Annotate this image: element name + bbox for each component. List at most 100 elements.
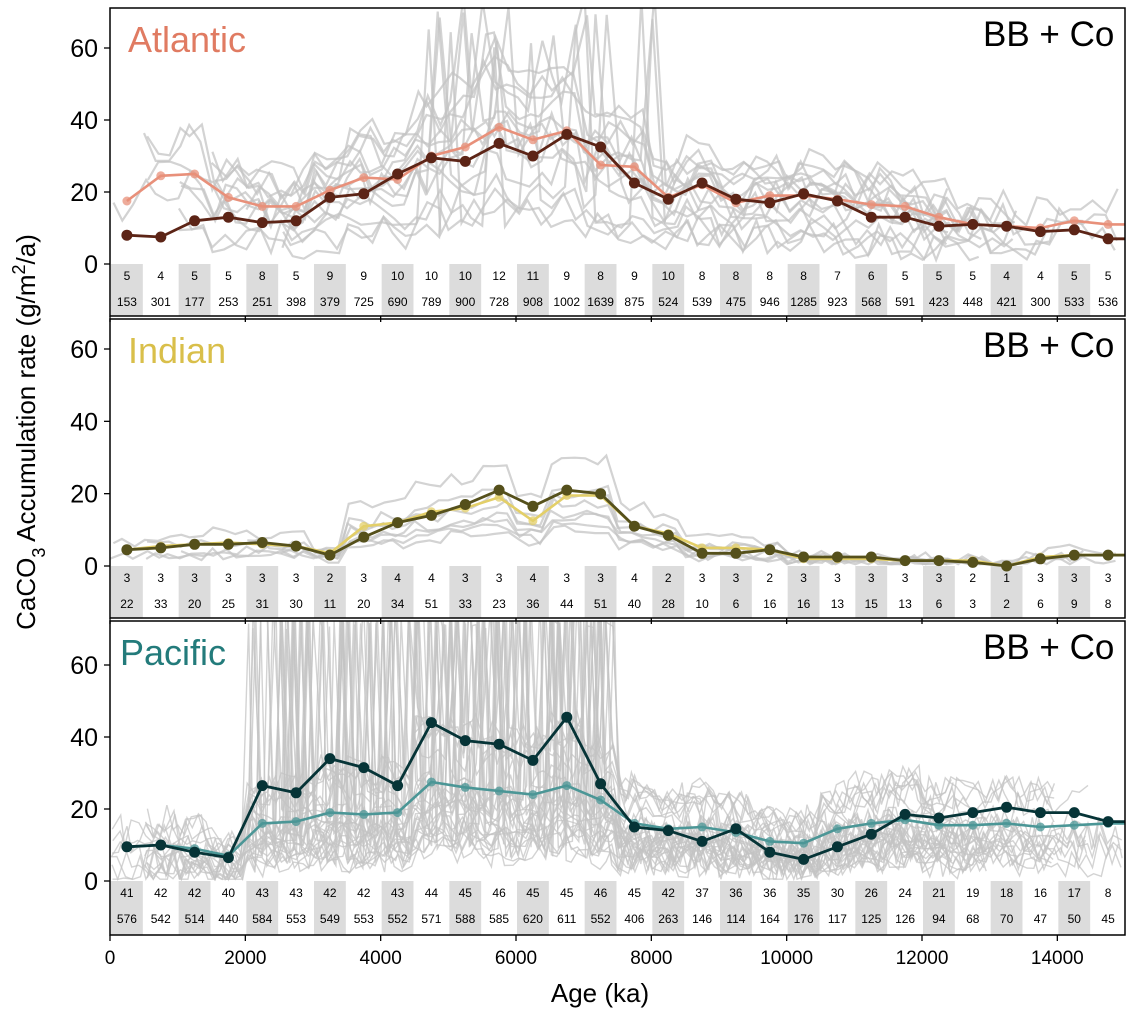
count-label-top: 45 [628,886,642,900]
data-point [899,808,911,820]
count-cell-shade [787,881,820,935]
count-cell-shade [720,264,752,316]
data-point [798,551,810,563]
count-label-bottom: 923 [827,295,847,309]
data-point [1034,226,1046,238]
data-point [358,188,370,200]
data-point [493,137,505,149]
data-point [459,735,471,747]
plot-area: 5153430151775253825153989379972510690107… [111,8,1125,316]
count-label-top: 4 [157,269,164,283]
data-point [358,762,370,774]
data-point [730,823,742,835]
count-label-bottom: 553 [286,912,306,926]
count-cell-shade [246,264,279,316]
count-label-bottom: 1285 [790,295,817,309]
data-point [1068,807,1080,819]
count-label-top: 46 [594,886,608,900]
count-label-top: 3 [293,571,300,585]
data-point [629,162,639,172]
y-tick-label: 0 [84,868,98,896]
data-point [799,838,809,848]
data-point [696,177,708,189]
count-cell-shade [517,264,549,316]
data-point [831,195,843,207]
x-axis-label: Age (ka) [551,978,649,1008]
count-label-top: 36 [763,886,777,900]
count-cell-shade [178,566,211,618]
panel-atlantic: 5153430151775253825153989379972510690107… [70,7,1126,322]
count-label-top: 1 [1003,571,1010,585]
y-tick-label: 40 [70,408,98,436]
data-point [1103,219,1113,229]
count-label-top: 3 [1037,571,1044,585]
count-label-bottom: 900 [455,295,475,309]
count-label-top: 43 [289,886,303,900]
count-label-top: 5 [191,269,198,283]
data-point [1035,822,1045,832]
count-label-bottom: 524 [658,295,678,309]
count-label-top: 43 [256,886,270,900]
count-cell-shade [178,881,211,935]
count-label-top: 4 [428,571,435,585]
count-label-bottom: 70 [1000,912,1014,926]
count-label-bottom: 126 [895,912,915,926]
data-point [290,215,302,227]
count-label-top: 42 [357,886,371,900]
count-label-top: 45 [459,886,473,900]
count-label-top: 8 [259,269,266,283]
data-point [122,196,132,206]
data-point [968,820,978,830]
data-point [425,509,437,521]
count-label-bottom: 946 [760,295,780,309]
count-label-top: 11 [527,269,540,283]
data-point [1102,549,1114,561]
count-label-bottom: 585 [489,912,509,926]
panel-title: Indian [128,330,226,371]
count-label-bottom: 177 [185,295,205,309]
data-point [290,540,302,552]
count-label-top: 8 [733,269,740,283]
count-label-bottom: 47 [1034,912,1048,926]
data-point [493,738,505,750]
data-point [596,795,606,805]
data-point [562,781,572,791]
data-point [865,551,877,563]
count-label-top: 3 [597,571,604,585]
data-point [595,488,607,500]
count-label-top: 4 [530,571,537,585]
data-point [765,836,775,846]
panel-indian: 3223333203253313302113204344513333234363… [70,318,1126,624]
count-label-top: 36 [729,886,743,900]
count-label-bottom: 398 [286,295,306,309]
count-label-top: 10 [459,269,473,283]
count-label-top: 3 [157,571,164,585]
count-label-top: 19 [966,886,980,900]
count-label-bottom: 16 [763,597,777,611]
count-label-top: 3 [124,571,131,585]
count-label-bottom: 22 [120,597,134,611]
data-point [764,197,776,209]
data-point [359,809,369,819]
count-label-top: 5 [1071,269,1078,283]
x-tick-label: 12000 [896,948,949,969]
data-point [257,818,267,828]
count-label-bottom: 20 [357,597,371,611]
count-label-top: 40 [222,886,236,900]
count-label-top: 24 [898,886,912,900]
count-label-bottom: 440 [218,912,238,926]
count-label-bottom: 620 [523,912,543,926]
count-label-bottom: 28 [662,597,676,611]
series-dark [121,484,1125,572]
count-cell-shade [990,881,1023,935]
count-cell-shade [923,881,955,935]
y-tick-label: 60 [70,336,98,364]
count-cell-shade [855,264,888,316]
count-label-top: 41 [120,886,134,900]
count-label-bottom: 690 [388,295,408,309]
count-label-bottom: 10 [695,597,709,611]
count-label-top: 45 [560,886,574,900]
count-label-bottom: 20 [188,597,202,611]
count-label-top: 2 [969,571,976,585]
